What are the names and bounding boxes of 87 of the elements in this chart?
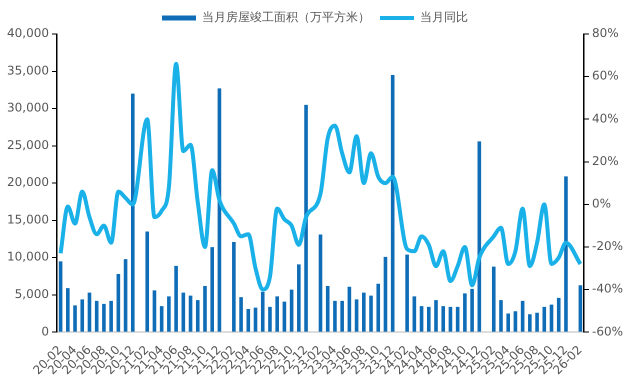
bar bbox=[88, 292, 92, 332]
y-tick-label: 40,000 bbox=[6, 26, 49, 40]
bar bbox=[463, 293, 467, 332]
y-tick-label: 35,000 bbox=[6, 63, 49, 78]
bar bbox=[478, 141, 482, 332]
bar bbox=[520, 300, 524, 332]
bar bbox=[275, 296, 279, 332]
bar bbox=[102, 304, 106, 332]
bar bbox=[412, 296, 416, 332]
bar bbox=[333, 300, 337, 332]
bar bbox=[94, 300, 98, 332]
y2-tick-label: -20% bbox=[592, 239, 624, 254]
bar bbox=[66, 288, 70, 332]
bar bbox=[448, 306, 452, 332]
bar bbox=[304, 104, 308, 332]
y2-tick-label: -40% bbox=[592, 282, 624, 296]
y-tick-label: 10,000 bbox=[6, 250, 49, 264]
bar bbox=[210, 247, 214, 332]
y2-tick-label: -60% bbox=[592, 324, 624, 338]
bar bbox=[514, 311, 518, 332]
bar bbox=[218, 88, 222, 332]
y-tick-label: 5,000 bbox=[14, 287, 49, 302]
bar bbox=[456, 306, 460, 332]
bar bbox=[130, 94, 135, 332]
y-tick-label: 25,000 bbox=[6, 138, 49, 152]
bar bbox=[492, 266, 496, 332]
y-tick-label: 15,000 bbox=[6, 212, 49, 226]
bar bbox=[282, 302, 286, 332]
bar bbox=[354, 299, 358, 332]
y2-tick-label: 0% bbox=[592, 196, 612, 211]
bar bbox=[362, 292, 366, 332]
bar bbox=[405, 254, 409, 332]
bar bbox=[542, 306, 546, 332]
bar bbox=[564, 176, 568, 332]
bar bbox=[239, 297, 243, 332]
bar bbox=[528, 314, 532, 332]
bar bbox=[188, 296, 192, 332]
bar bbox=[390, 74, 394, 332]
bar bbox=[203, 286, 207, 332]
bar bbox=[152, 290, 156, 332]
bar bbox=[441, 306, 446, 332]
bar bbox=[80, 299, 84, 332]
y-tick-label: 30,000 bbox=[6, 100, 49, 115]
y2-tick-label: 20% bbox=[592, 154, 619, 168]
bar bbox=[434, 300, 438, 332]
bar bbox=[174, 266, 178, 332]
bar bbox=[254, 308, 258, 332]
bar bbox=[196, 300, 200, 332]
bar bbox=[506, 314, 510, 332]
y2-tick-label: 60% bbox=[592, 68, 619, 83]
bar bbox=[535, 312, 539, 332]
bar bbox=[58, 261, 62, 332]
bar bbox=[499, 300, 503, 332]
bar bbox=[369, 296, 373, 332]
y2-tick-label: 80% bbox=[592, 26, 619, 40]
line-series bbox=[58, 62, 582, 292]
bar bbox=[426, 306, 431, 332]
bar bbox=[348, 286, 352, 332]
bar bbox=[384, 256, 388, 332]
y-tick-label: 20,000 bbox=[6, 175, 49, 190]
bar bbox=[160, 306, 164, 332]
bar bbox=[232, 242, 236, 332]
bar bbox=[326, 286, 330, 332]
bar bbox=[246, 309, 250, 332]
bar bbox=[109, 300, 113, 332]
legend-label: 当月同比 bbox=[420, 10, 468, 24]
bar bbox=[340, 300, 344, 332]
bar bbox=[470, 288, 474, 332]
bar bbox=[260, 292, 265, 332]
y2-tick-label: 40% bbox=[592, 111, 619, 126]
legend-label: 当月房屋竣工面积（万平方米） bbox=[202, 10, 370, 24]
bar bbox=[420, 306, 424, 332]
bar bbox=[290, 290, 294, 332]
bar bbox=[550, 304, 554, 332]
bar bbox=[556, 298, 561, 332]
bar bbox=[182, 292, 186, 332]
bar bbox=[297, 264, 301, 332]
bar bbox=[73, 305, 77, 332]
bar bbox=[318, 234, 322, 332]
bar bbox=[145, 232, 150, 332]
bar bbox=[167, 296, 171, 332]
bar bbox=[116, 274, 120, 332]
y-tick-label: 0 bbox=[41, 324, 49, 338]
bar bbox=[578, 285, 582, 332]
bar bbox=[124, 259, 128, 332]
bar bbox=[376, 284, 380, 332]
bar bbox=[268, 306, 272, 332]
